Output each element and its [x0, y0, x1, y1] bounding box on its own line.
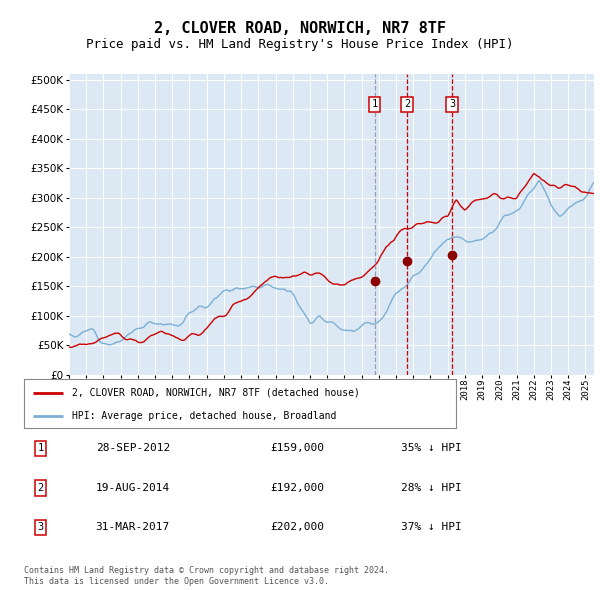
Text: 2: 2: [404, 100, 410, 109]
Text: 31-MAR-2017: 31-MAR-2017: [95, 523, 170, 532]
Text: 3: 3: [38, 523, 44, 532]
Text: HPI: Average price, detached house, Broadland: HPI: Average price, detached house, Broa…: [71, 411, 336, 421]
Text: 28% ↓ HPI: 28% ↓ HPI: [401, 483, 462, 493]
Text: Contains HM Land Registry data © Crown copyright and database right 2024.
This d: Contains HM Land Registry data © Crown c…: [24, 566, 389, 586]
Text: £202,000: £202,000: [271, 523, 325, 532]
Text: £192,000: £192,000: [271, 483, 325, 493]
Text: 35% ↓ HPI: 35% ↓ HPI: [401, 444, 462, 453]
Text: 1: 1: [38, 444, 44, 453]
Text: 2, CLOVER ROAD, NORWICH, NR7 8TF: 2, CLOVER ROAD, NORWICH, NR7 8TF: [154, 21, 446, 36]
Text: 37% ↓ HPI: 37% ↓ HPI: [401, 523, 462, 532]
Text: Price paid vs. HM Land Registry's House Price Index (HPI): Price paid vs. HM Land Registry's House …: [86, 38, 514, 51]
Text: £159,000: £159,000: [271, 444, 325, 453]
Text: 19-AUG-2014: 19-AUG-2014: [95, 483, 170, 493]
Text: 1: 1: [371, 100, 377, 109]
Text: 3: 3: [449, 100, 455, 109]
Text: 2: 2: [38, 483, 44, 493]
Text: 28-SEP-2012: 28-SEP-2012: [95, 444, 170, 453]
Text: 2, CLOVER ROAD, NORWICH, NR7 8TF (detached house): 2, CLOVER ROAD, NORWICH, NR7 8TF (detach…: [71, 388, 359, 398]
